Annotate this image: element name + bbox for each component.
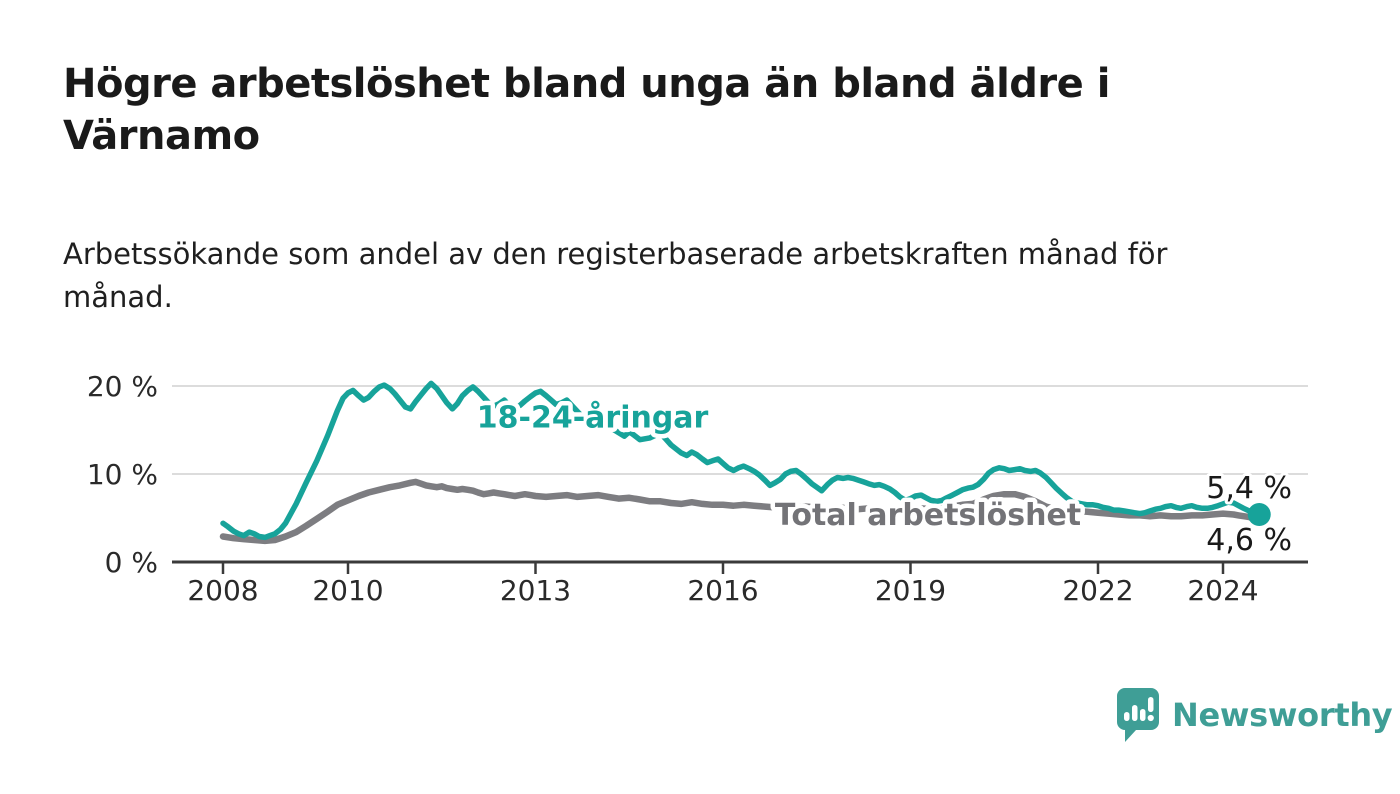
x-tick-label: 2016 xyxy=(687,574,758,607)
y-tick-label: 0 % xyxy=(105,546,158,579)
page-title: Högre arbetslöshet bland unga än bland ä… xyxy=(63,61,1110,159)
x-tick-label: 2024 xyxy=(1187,574,1258,607)
y-tick-label: 10 % xyxy=(87,458,158,491)
y-tick-label: 20 % xyxy=(87,370,158,403)
x-tick-label: 2019 xyxy=(875,574,946,607)
newsworthy-logo: Newsworthy xyxy=(1114,684,1393,746)
x-tick-label: 2022 xyxy=(1062,574,1133,607)
end-value-label: 5,4 % xyxy=(1206,471,1292,506)
series-inline-label: Total arbetslöshet xyxy=(775,498,1081,533)
x-tick-label: 2010 xyxy=(312,574,383,607)
series-inline-label: 18-24-åringar xyxy=(477,399,709,435)
series-end-dot xyxy=(1247,502,1271,526)
end-value-label: 4,6 % xyxy=(1206,523,1292,558)
series-line-total-arbetsl-shet xyxy=(219,478,1263,545)
chart-subtitle: Arbetssökande som andel av den registerb… xyxy=(63,237,1168,314)
newsworthy-wordmark: Newsworthy xyxy=(1172,696,1393,734)
speech-bubble-bar-chart-icon xyxy=(1117,688,1159,742)
x-tick-label: 2013 xyxy=(500,574,571,607)
x-tick-label: 2008 xyxy=(187,574,258,607)
series-line-18-24-ringar xyxy=(220,380,1262,541)
